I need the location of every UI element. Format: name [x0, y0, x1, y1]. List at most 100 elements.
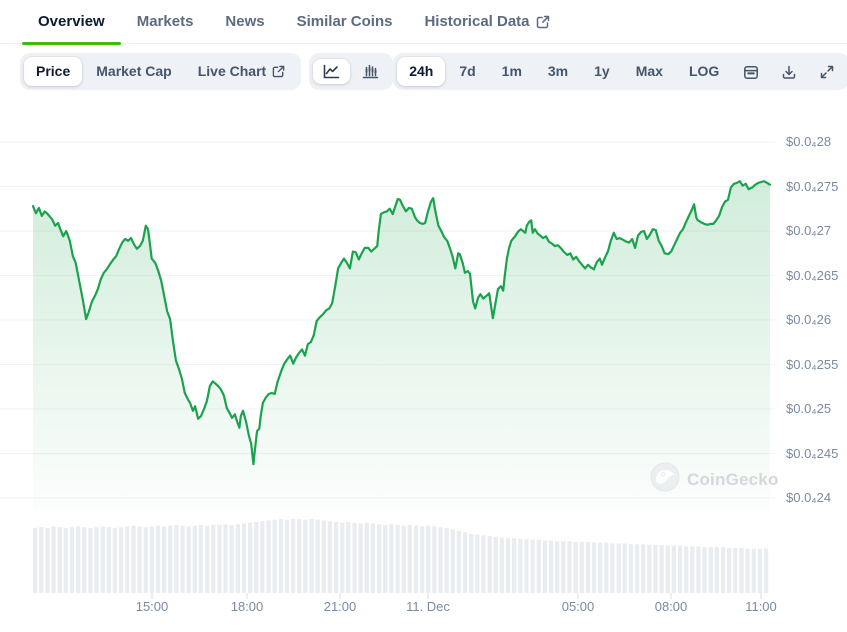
volume-bar	[180, 525, 185, 593]
volume-bar	[57, 527, 62, 593]
candlestick-chart-icon	[362, 64, 379, 79]
volume-bar	[309, 519, 314, 593]
line-chart-type-button[interactable]	[313, 59, 351, 84]
volume-bar	[469, 533, 474, 593]
range-3m-button[interactable]: 3m	[536, 57, 580, 86]
volume-bar	[745, 548, 750, 593]
tab-overview[interactable]: Overview	[22, 0, 121, 45]
volume-bar	[684, 546, 689, 593]
x-axis-label: 18:00	[230, 599, 264, 614]
line-chart-icon	[323, 64, 340, 79]
tab-similar-coins-label: Similar Coins	[296, 13, 393, 30]
volume-bar	[327, 521, 333, 593]
volume-bar	[419, 526, 425, 593]
volume-bar	[604, 542, 609, 593]
volume-bar	[561, 541, 566, 593]
volume-bar	[395, 524, 400, 593]
expand-icon	[819, 64, 835, 80]
download-button[interactable]	[771, 59, 807, 85]
volume-bar	[272, 519, 277, 593]
volume-bar	[149, 526, 154, 593]
volume-bar	[690, 546, 695, 593]
calendar-icon	[743, 64, 759, 80]
volume-bar	[567, 541, 572, 593]
candlestick-chart-type-button[interactable]	[352, 59, 389, 84]
volume-bar	[82, 527, 87, 593]
range-1y-label: 1y	[594, 63, 610, 79]
live-chart-button[interactable]: Live Chart	[186, 57, 297, 86]
market-cap-button[interactable]: Market Cap	[84, 57, 183, 86]
volume-bar	[727, 547, 732, 593]
volume-bar	[438, 527, 443, 593]
tab-similar-coins[interactable]: Similar Coins	[281, 0, 409, 43]
y-axis-label: $0.0₄28	[786, 134, 832, 149]
coingecko-watermark: CoinGecko	[650, 462, 779, 497]
range-24h-button[interactable]: 24h	[397, 57, 446, 86]
x-axis-label: 05:00	[561, 599, 595, 614]
calendar-button[interactable]	[733, 59, 769, 85]
volume-bar	[131, 525, 136, 593]
volume-bar	[205, 525, 210, 593]
range-24h-label: 24h	[409, 63, 434, 79]
volume-bar	[407, 524, 412, 593]
tab-historical-data[interactable]: Historical Data	[408, 0, 565, 43]
volume-bar	[610, 543, 615, 593]
y-axis-label: $0.0₄265	[786, 267, 839, 283]
log-scale-label: LOG	[688, 63, 720, 79]
volume-bar	[462, 532, 468, 593]
volume-bar	[542, 540, 548, 593]
tab-bar: Overview Markets News Similar Coins Hist…	[0, 0, 847, 45]
volume-bar	[702, 547, 707, 593]
volume-bar	[235, 524, 240, 593]
volume-bar	[598, 542, 603, 593]
range-1y-button[interactable]: 1y	[582, 57, 622, 86]
volume-bar	[303, 519, 308, 593]
volume-bar	[634, 544, 640, 593]
x-axis-label: 11. Dec	[406, 599, 450, 614]
volume-bar	[665, 545, 670, 593]
tab-news[interactable]: News	[209, 0, 280, 43]
volume-bar	[106, 527, 111, 593]
volume-bar	[548, 540, 554, 593]
volume-bar	[499, 537, 505, 593]
chart-type-group	[309, 53, 394, 90]
volume-bar	[671, 545, 676, 593]
volume-bar	[112, 527, 118, 593]
volume-bar	[536, 539, 541, 593]
volume-bar	[487, 536, 492, 593]
volume-bar	[641, 544, 646, 593]
volume-bar	[616, 543, 621, 593]
y-axis-label: $0.0₄275	[786, 178, 839, 194]
expand-button[interactable]	[809, 59, 845, 85]
range-7d-button[interactable]: 7d	[447, 57, 487, 86]
range-max-button[interactable]: Max	[624, 57, 675, 86]
volume-bar	[137, 526, 142, 593]
volume-bar	[389, 524, 394, 593]
volume-bar	[333, 522, 339, 593]
volume-bar	[198, 524, 204, 593]
x-axis-label: 11:00	[745, 599, 777, 614]
x-axis-label: 21:00	[323, 599, 357, 614]
price-chart-canvas[interactable]	[0, 98, 847, 632]
log-scale-button[interactable]: LOG	[677, 57, 731, 86]
volume-bar	[426, 525, 431, 593]
volume-bar	[585, 541, 591, 593]
volume-bar	[591, 542, 597, 593]
price-button[interactable]: Price	[24, 57, 83, 86]
volume-bar	[284, 519, 290, 593]
volume-bar	[524, 539, 529, 593]
volume-bar	[573, 541, 578, 593]
price-area	[33, 181, 770, 510]
volume-bar	[33, 527, 38, 593]
volume-bar	[223, 524, 228, 593]
tab-markets[interactable]: Markets	[121, 0, 210, 43]
volume-bar	[512, 538, 517, 593]
volume-bar	[376, 524, 382, 593]
volume-bar	[45, 527, 50, 593]
volume-bar	[481, 535, 486, 593]
volume-bar	[739, 547, 744, 593]
volume-bar	[696, 546, 701, 593]
y-axis-label: $0.0₄245	[786, 445, 839, 461]
price-line	[31, 180, 772, 466]
range-1m-button[interactable]: 1m	[490, 57, 534, 86]
